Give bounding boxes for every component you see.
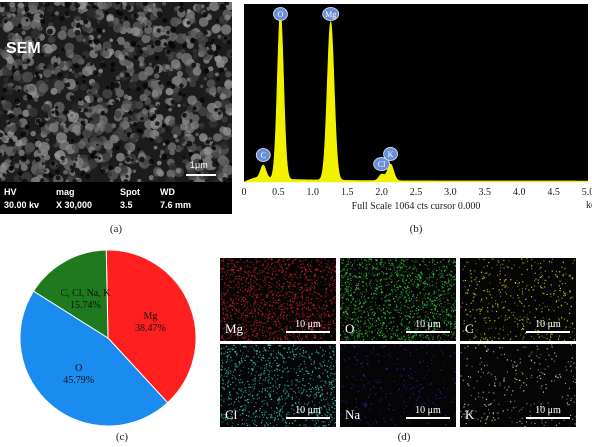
element-map-scale-bar	[286, 331, 330, 333]
pie-slice-value: 45.79%	[63, 375, 94, 386]
x-tick-label: 2.5	[410, 187, 423, 198]
x-tick-label: 0	[242, 187, 247, 198]
spectrum-area	[243, 11, 589, 183]
peak-label-k: K	[383, 147, 398, 161]
svg-text:K: K	[388, 150, 394, 159]
x-tick-label: 3.5	[479, 187, 492, 198]
element-map-label: Na	[345, 407, 361, 422]
element-map-label: Mg	[225, 321, 244, 336]
eds-spectrum-panel: C O Mg ClK 0 0.5 1.0 1.5 2.0 2.5 3.0 3.5 4.0 4.5 5.0 ke…	[240, 0, 592, 222]
element-map-label: O	[345, 321, 355, 336]
pie-slice-value: 38.47%	[135, 323, 166, 334]
caption-d: (d)	[397, 431, 411, 443]
element-map-scale: 10 μm	[526, 319, 570, 333]
x-unit-label: kev	[586, 200, 592, 211]
eds-spectrum-chart: C O Mg ClK 0 0.5 1.0 1.5 2.0 2.5 3.0 3.5 4.0 4.5 5.0 ke…	[242, 4, 592, 212]
element-map-mg: Mg 10 μm	[220, 258, 336, 341]
sem-info-spot: Spot 3.5	[120, 187, 140, 210]
pie-slice-label: Mg	[144, 311, 158, 322]
svg-text:O: O	[278, 10, 284, 19]
x-tick-label: 5.0	[582, 187, 592, 198]
pie-slice-label: O	[75, 363, 82, 374]
pie-slice-0	[105, 249, 197, 404]
peak-label-o: O	[273, 7, 288, 21]
sem-image-panel: SEM 1μm HV 30.00 kv mag X 30,000 Spot 3.5 W…	[0, 2, 232, 214]
x-tick-label: 2.0	[375, 187, 388, 198]
sem-micrograph	[0, 2, 232, 182]
sem-info-mag: mag X 30,000	[56, 187, 93, 210]
element-map-scale-label: 10 μm	[535, 319, 561, 330]
sem-info-wd: WD 7.6 mm	[160, 187, 192, 210]
x-axis-label: Full Scale 1064 cts cursor 0.000	[352, 201, 481, 212]
element-map-dots	[340, 344, 456, 427]
x-tick-label: 3.0	[444, 187, 457, 198]
caption-a: (a)	[109, 223, 123, 235]
svg-text:Mg: Mg	[325, 10, 336, 19]
element-map-scale-label: 10 μm	[535, 405, 561, 416]
caption-b: (b)	[409, 223, 423, 235]
element-map-scale: 10 μm	[406, 405, 450, 419]
element-map-c: C 10 μm	[460, 258, 576, 341]
caption-c: (c)	[115, 431, 129, 443]
element-map-dots	[340, 258, 456, 341]
element-map-k: K 10 μm	[460, 344, 576, 427]
element-map-cl: Cl 10 μm	[220, 344, 336, 427]
pie-slice-1	[19, 290, 169, 427]
pie-slice-2	[32, 249, 109, 339]
element-map-dots	[460, 344, 576, 427]
sem-scale-label: 1μm	[190, 160, 208, 170]
sem-label: SEM	[6, 40, 41, 57]
element-map-dots	[220, 258, 336, 341]
sem-info-hv: HV 30.00 kv	[4, 187, 40, 210]
peak-label-mg: Mg	[322, 7, 340, 21]
peak-label-c: C	[255, 148, 271, 162]
peak-label-cl: Cl	[373, 157, 391, 171]
element-map-scale-label: 10 μm	[415, 405, 441, 416]
x-tick-label: 1.0	[307, 187, 320, 198]
svg-text:C: C	[261, 151, 266, 160]
element-map-dots	[220, 344, 336, 427]
x-tick-label: 1.5	[341, 187, 354, 198]
element-map-scale: 10 μm	[286, 319, 330, 333]
element-map-scale: 10 μm	[526, 405, 570, 419]
x-tick-label: 0.5	[272, 187, 285, 198]
element-map-scale-bar	[526, 331, 570, 333]
sem-info-bar: HV 30.00 kv mag X 30,000 Spot 3.5 WD 7.6 mm	[0, 182, 232, 214]
element-map-scale-bar	[406, 417, 450, 419]
element-map-scale-bar	[526, 417, 570, 419]
sem-scale-bar	[186, 174, 216, 176]
element-map-scale-label: 10 μm	[415, 319, 441, 330]
element-maps-grid: Mg 10 μm O 10 μm C 10 μm Cl 10 μm Na 10 μm K 10 μm	[220, 258, 592, 428]
pie-slice-value: 15.74%	[70, 300, 101, 311]
svg-text:Cl: Cl	[378, 160, 386, 169]
element-map-scale: 10 μm	[406, 319, 450, 333]
element-map-scale-bar	[406, 331, 450, 333]
x-tick-label: 4.5	[547, 187, 560, 198]
element-map-label: K	[465, 407, 475, 422]
x-tick-label: 4.0	[513, 187, 526, 198]
element-map-scale-label: 10 μm	[295, 319, 321, 330]
element-map-label: C	[465, 321, 474, 336]
element-map-label: Cl	[225, 407, 238, 422]
element-map-scale: 10 μm	[286, 405, 330, 419]
element-map-scale-bar	[286, 417, 330, 419]
element-map-na: Na 10 μm	[340, 344, 456, 427]
element-map-scale-label: 10 μm	[295, 405, 321, 416]
element-map-o: O 10 μm	[340, 258, 456, 341]
pie-slice-label: C, Cl, Na, K	[60, 288, 111, 299]
